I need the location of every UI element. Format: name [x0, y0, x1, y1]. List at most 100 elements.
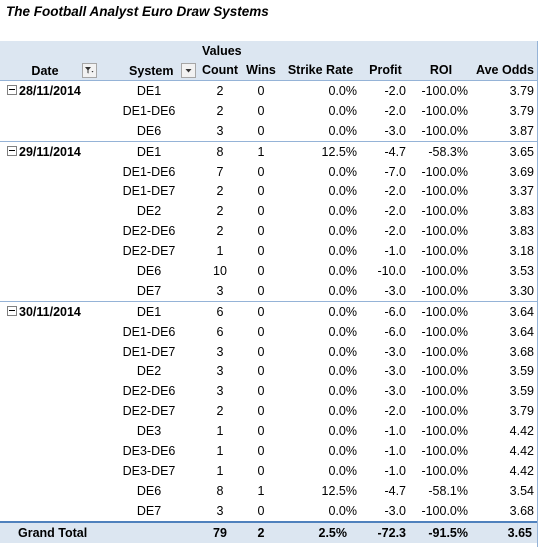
strike-rate-cell: 12.5%	[321, 483, 357, 498]
total-ave-odds: 3.65	[472, 520, 538, 543]
system-cell: DE2-DE6	[122, 384, 176, 399]
roi-cell: -100.0%	[421, 443, 468, 458]
ave-odds-cell: 3.83	[509, 224, 534, 239]
ave-odds-cell: 3.64	[509, 324, 534, 339]
wins-cell: 0	[257, 364, 265, 379]
collapse-toggle-icon[interactable]	[7, 305, 17, 316]
ave-odds-cell: 3.59	[509, 364, 534, 379]
roi-cell: -100.0%	[421, 263, 468, 278]
chevron-down-icon[interactable]	[181, 62, 196, 78]
collapse-toggle-icon[interactable]	[7, 145, 17, 156]
table-row: DE6 10 0 0.0% -10.0 -100.0% 3.53	[0, 261, 538, 281]
table-row: DE7 3 0 0.0% -3.0 -100.0% 3.68	[0, 501, 538, 522]
date-group-header[interactable]: 28/11/2014	[0, 81, 100, 101]
system-cell: DE1-DE6	[122, 164, 176, 179]
ave-odds-cell: 3.68	[509, 344, 534, 359]
table-row: DE3 1 0 0.0% -1.0 -100.0% 4.42	[0, 421, 538, 441]
count-cell: 6	[198, 300, 242, 322]
system-header[interactable]: System	[100, 60, 198, 81]
profit-cell: -2.0	[384, 83, 406, 98]
ave-odds-cell: 3.18	[509, 244, 534, 259]
ave-odds-cell: 3.37	[509, 184, 534, 199]
count-cell: 6	[216, 324, 224, 339]
ave-odds-cell: 3.79	[509, 83, 534, 98]
date-cell-empty	[0, 421, 100, 441]
system-cell: DE2-DE6	[122, 224, 176, 239]
profit-cell: -2.0	[384, 103, 406, 118]
strike-rate-cell: 0.0%	[280, 300, 361, 322]
roi-cell: -100.0%	[421, 344, 468, 359]
table-row: DE6 3 0 0.0% -3.0 -100.0% 3.87	[0, 121, 538, 141]
count-cell: 3	[216, 364, 224, 379]
table-row: DE1-DE7 3 0 0.0% -3.0 -100.0% 3.68	[0, 342, 538, 362]
count-cell: 10	[213, 263, 227, 278]
profit-cell: -2.0	[384, 224, 406, 239]
profit-cell: -1.0	[384, 443, 406, 458]
system-cell: DE2	[136, 204, 162, 219]
date-header[interactable]: Date	[0, 60, 100, 81]
table-row: DE2-DE6 3 0 0.0% -3.0 -100.0% 3.59	[0, 381, 538, 401]
strike-rate-cell: 0.0%	[328, 344, 358, 359]
date-cell-empty	[0, 322, 100, 342]
strike-rate-cell: 0.0%	[328, 184, 358, 199]
profit-cell: -1.0	[384, 244, 406, 259]
system-cell: DE2	[136, 364, 162, 379]
roi-cell: -100.0%	[421, 324, 468, 339]
date-cell-empty	[0, 162, 100, 182]
wins-cell: 0	[257, 224, 265, 239]
count-cell: 3	[216, 283, 224, 298]
profit-cell: -2.0	[384, 204, 406, 219]
profit-cell: -3.0	[384, 123, 406, 138]
system-cell: DE6	[136, 123, 162, 138]
profit-cell: -2.0	[384, 404, 406, 419]
date-group-header[interactable]: 29/11/2014	[0, 140, 100, 162]
roi-cell: -100.0%	[421, 503, 468, 518]
wins-cell: 0	[257, 263, 265, 278]
table-row: DE2-DE7 1 0 0.0% -1.0 -100.0% 3.18	[0, 241, 538, 261]
wins-cell: 0	[257, 344, 265, 359]
collapse-toggle-icon[interactable]	[7, 84, 17, 95]
strike-rate-header: Strike Rate	[280, 60, 361, 81]
wins-cell: 0	[257, 283, 265, 298]
date-cell-empty	[0, 501, 100, 522]
wins-cell: 1	[242, 140, 280, 162]
roi-cell: -100.0%	[421, 83, 468, 98]
date-cell-empty	[0, 261, 100, 281]
count-cell: 3	[216, 123, 224, 138]
count-cell: 2	[216, 204, 224, 219]
pivot-body: 28/11/2014 DE1 2 0 0.0% -2.0 -100.0% 3.79 DE1-DE…	[0, 81, 538, 522]
count-cell: 1	[216, 463, 224, 478]
roi-cell: -100.0%	[421, 424, 468, 439]
strike-rate-cell: 0.0%	[328, 503, 358, 518]
strike-rate-cell: 0.0%	[328, 404, 358, 419]
count-cell: 3	[216, 344, 224, 359]
ave-odds-cell: 3.53	[509, 263, 534, 278]
profit-cell: -1.0	[384, 463, 406, 478]
roi-cell: -100.0%	[421, 184, 468, 199]
total-strike-rate: 2.5%	[280, 520, 361, 543]
wins-header: Wins	[242, 60, 280, 81]
count-cell: 3	[216, 503, 224, 518]
ave-odds-cell: 3.64	[472, 300, 538, 322]
ave-odds-cell: 3.54	[509, 483, 534, 498]
count-cell: 1	[216, 443, 224, 458]
system-cell: DE1-DE6	[122, 324, 176, 339]
ave-odds-cell: 3.59	[509, 384, 534, 399]
date-label: 29/11/2014	[19, 144, 81, 159]
date-cell-empty	[0, 241, 100, 261]
ave-odds-cell: 4.42	[509, 424, 534, 439]
profit-cell: -10.0	[377, 263, 407, 278]
total-profit: -72.3	[361, 520, 410, 543]
total-wins: 2	[242, 520, 280, 543]
wins-cell: 0	[257, 164, 265, 179]
count-cell: 2	[216, 83, 224, 98]
wins-cell: 0	[257, 83, 265, 98]
date-group-header[interactable]: 30/11/2014	[0, 300, 100, 322]
strike-rate-cell: 0.0%	[328, 463, 358, 478]
date-cell-empty	[0, 201, 100, 221]
roi-cell: -100.0%	[421, 463, 468, 478]
wins-cell: 0	[257, 184, 265, 199]
profit-cell: -6.0	[384, 324, 406, 339]
wins-cell: 0	[257, 103, 265, 118]
filter-dropdown-icon[interactable]	[82, 62, 97, 78]
